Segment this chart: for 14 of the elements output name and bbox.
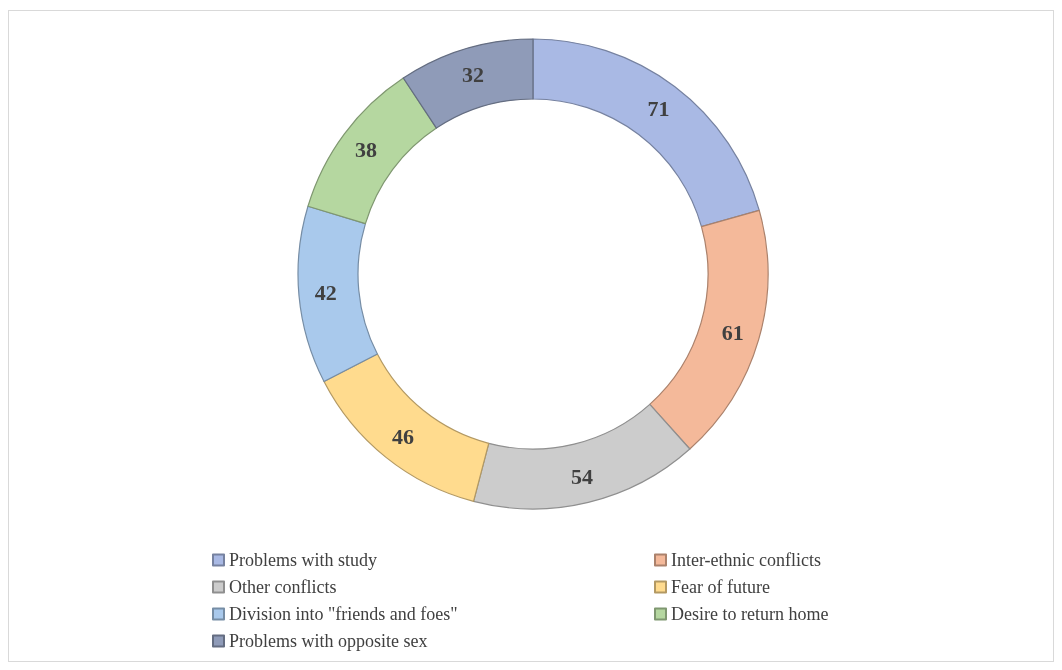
data-label: 71	[647, 95, 670, 121]
data-label: 46	[391, 423, 414, 449]
legend-label: Division into "friends and foes"	[229, 604, 458, 624]
data-label: 61	[721, 319, 744, 345]
data-label: 54	[570, 463, 593, 489]
legend-label: Fear of future	[671, 577, 770, 597]
data-label: 32	[462, 62, 485, 88]
data-label: 38	[355, 137, 378, 163]
legend-label: Problems with opposite sex	[229, 631, 428, 651]
legend-label: Problems with study	[229, 550, 378, 570]
data-label: 42	[314, 280, 337, 306]
legend-label: Desire to return home	[671, 604, 829, 624]
legend-label: Inter-ethnic conflicts	[671, 550, 822, 570]
legend-label: Other conflicts	[229, 577, 337, 597]
